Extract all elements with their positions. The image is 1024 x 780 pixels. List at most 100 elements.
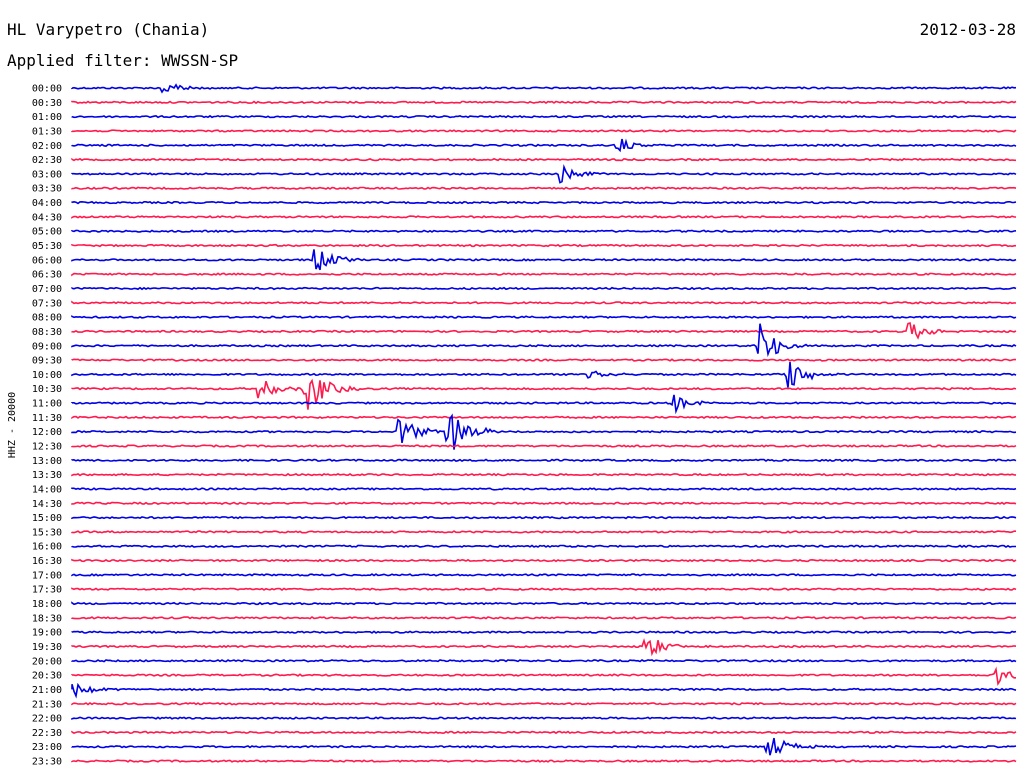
tick-label: 22:30 bbox=[32, 728, 62, 739]
tick-label: 20:00 bbox=[32, 656, 62, 667]
tick-label: 22:00 bbox=[32, 714, 62, 725]
tick-label: 11:30 bbox=[32, 413, 62, 424]
tick-label: 13:00 bbox=[32, 456, 62, 467]
tick-label: 04:30 bbox=[32, 212, 62, 223]
trace-line bbox=[71, 587, 1017, 591]
trace-line bbox=[71, 730, 1017, 735]
tick-label: 23:30 bbox=[32, 757, 62, 768]
tick-label: 10:00 bbox=[32, 370, 62, 381]
trace-line bbox=[71, 394, 1016, 415]
trace-line bbox=[71, 157, 1017, 162]
tick-label: 16:30 bbox=[32, 556, 62, 567]
tick-label: 03:00 bbox=[32, 169, 62, 180]
trace-line bbox=[71, 249, 1017, 271]
record-date: 2012-03-28 bbox=[919, 20, 1016, 39]
trace-line bbox=[71, 666, 1016, 687]
tick-label: 12:00 bbox=[32, 427, 62, 438]
trace-line bbox=[71, 315, 1017, 319]
tick-label: 11:00 bbox=[32, 399, 62, 410]
tick-label: 07:30 bbox=[32, 298, 62, 309]
tick-label: 07:00 bbox=[32, 284, 62, 295]
tick-label: 21:00 bbox=[32, 685, 62, 696]
tick-label: 18:00 bbox=[32, 599, 62, 610]
tick-label: 14:30 bbox=[32, 499, 62, 510]
tick-label: 19:00 bbox=[32, 628, 62, 639]
tick-label: 15:00 bbox=[32, 513, 62, 524]
tick-label: 02:00 bbox=[32, 141, 62, 152]
trace-line bbox=[71, 659, 1017, 663]
trace-line bbox=[71, 472, 1017, 477]
tick-label: 20:30 bbox=[32, 671, 62, 682]
tick-label: 15:30 bbox=[32, 527, 62, 538]
trace-line bbox=[71, 515, 1017, 520]
trace-line bbox=[71, 413, 1017, 450]
trace-line bbox=[71, 323, 1017, 358]
trace-line bbox=[71, 272, 1017, 277]
trace-line bbox=[71, 487, 1017, 491]
tick-label: 05:30 bbox=[32, 241, 62, 252]
trace-line bbox=[71, 378, 1017, 410]
trace-line bbox=[71, 321, 1017, 340]
trace-line bbox=[71, 415, 1017, 420]
tick-label: 09:00 bbox=[32, 341, 62, 352]
trace-line bbox=[71, 530, 1016, 534]
trace-line bbox=[71, 362, 1017, 388]
trace-line bbox=[71, 573, 1017, 577]
tick-label: 09:30 bbox=[32, 356, 62, 367]
station-title: HL Varypetro (Chania) bbox=[7, 20, 210, 39]
trace-line bbox=[71, 129, 1017, 133]
tick-label: 17:00 bbox=[32, 570, 62, 581]
trace-line bbox=[71, 215, 1017, 219]
tick-label: 03:30 bbox=[32, 184, 62, 195]
tick-label: 23:00 bbox=[32, 742, 62, 753]
filter-label: Applied filter: WWSSN-SP bbox=[7, 51, 239, 70]
tick-label: 01:00 bbox=[32, 112, 62, 123]
tick-label: 14:00 bbox=[32, 484, 62, 495]
tick-label: 13:30 bbox=[32, 470, 62, 481]
trace-line bbox=[71, 501, 1017, 506]
trace-line bbox=[71, 716, 1017, 720]
trace-line bbox=[71, 759, 1017, 763]
trace-line bbox=[71, 300, 1017, 305]
trace-line bbox=[71, 637, 1017, 657]
trace-line bbox=[71, 358, 1017, 362]
tick-label: 00:00 bbox=[32, 84, 62, 95]
trace-line bbox=[71, 702, 1017, 706]
trace-line bbox=[71, 630, 1017, 634]
trace-line bbox=[71, 229, 1017, 234]
trace-line bbox=[71, 737, 1017, 756]
trace-line bbox=[71, 83, 1017, 94]
tick-label: 08:00 bbox=[32, 313, 62, 324]
tick-label: 05:00 bbox=[32, 227, 62, 238]
trace-line bbox=[71, 616, 1017, 620]
tick-label: 02:30 bbox=[32, 155, 62, 166]
tick-labels-group: 00:00 00:30 01:00 01:30 02:00 02:30 03:00 03:30… bbox=[32, 84, 62, 768]
trace-line bbox=[71, 444, 1017, 448]
traces-group bbox=[71, 83, 1017, 763]
tick-label: 17:30 bbox=[32, 585, 62, 596]
tick-label: 21:30 bbox=[32, 699, 62, 710]
trace-line bbox=[71, 186, 1017, 190]
trace-line bbox=[71, 114, 1017, 119]
tick-label: 01:30 bbox=[32, 126, 62, 137]
trace-line bbox=[71, 458, 1017, 463]
trace-line bbox=[71, 243, 1017, 248]
trace-line bbox=[71, 100, 1017, 105]
trace-line bbox=[71, 682, 1017, 699]
tick-label: 18:30 bbox=[32, 613, 62, 624]
trace-line bbox=[71, 601, 1017, 606]
trace-line bbox=[71, 138, 1017, 153]
tick-label: 04:00 bbox=[32, 198, 62, 209]
trace-line bbox=[71, 544, 1016, 548]
tick-label: 16:00 bbox=[32, 542, 62, 553]
tick-label: 19:30 bbox=[32, 642, 62, 653]
trace-line bbox=[71, 286, 1017, 291]
tick-label: 06:30 bbox=[32, 270, 62, 281]
trace-line bbox=[71, 164, 1017, 184]
tick-label: 00:30 bbox=[32, 98, 62, 109]
channel-label: HHZ - 20000 bbox=[7, 392, 18, 458]
trace-line bbox=[71, 200, 1017, 205]
tick-label: 10:30 bbox=[32, 384, 62, 395]
tick-label: 06:00 bbox=[32, 255, 62, 266]
